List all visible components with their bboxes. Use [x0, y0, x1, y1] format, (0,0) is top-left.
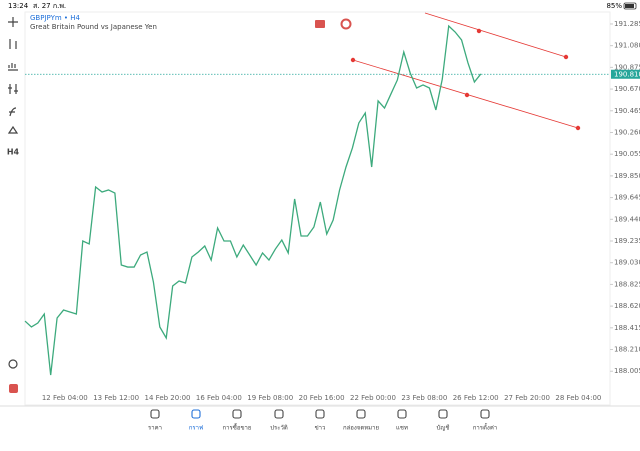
trendline-anchor[interactable]	[476, 28, 482, 34]
current-price-box	[611, 69, 640, 79]
x-tick-label: 12 Feb 04:00	[42, 394, 88, 402]
nav-icon	[397, 409, 407, 419]
trendline-anchor[interactable]	[563, 54, 569, 60]
y-tick-label: 189.850	[614, 172, 640, 180]
y-tick-label: 190.055	[614, 150, 640, 158]
x-tick-label: 22 Feb 00:00	[350, 394, 396, 402]
symbol[interactable]: GBPJPYm • H4	[30, 14, 81, 22]
nav-label: บัญชี	[437, 424, 450, 432]
x-tick-label: 19 Feb 08:00	[247, 394, 293, 402]
nav-label: การตั้งค่า	[473, 422, 497, 432]
y-tick-label: 188.415	[614, 324, 640, 332]
nav-item[interactable]: ข่าว	[315, 409, 326, 432]
app-tool[interactable]	[9, 384, 18, 393]
battery-icon	[623, 2, 637, 10]
y-tick-label: 191.080	[614, 42, 640, 50]
nav-icon	[274, 409, 284, 419]
x-tick-label: 16 Feb 04:00	[196, 394, 242, 402]
y-tick-label: 188.620	[614, 302, 640, 310]
nav-item[interactable]: แชท	[396, 409, 408, 432]
price-line	[24, 24, 482, 376]
nav-icon	[315, 409, 325, 419]
trendline[interactable]	[424, 12, 567, 58]
trade-button[interactable]	[315, 20, 325, 28]
y-tick-label: 188.210	[614, 346, 640, 354]
indicator-button[interactable]	[340, 18, 352, 30]
x-tick-label: 13 Feb 12:00	[93, 394, 139, 402]
y-tick-label: 189.645	[614, 194, 640, 202]
nav-icon	[150, 409, 160, 419]
x-tick-label: 26 Feb 12:00	[453, 394, 499, 402]
nav-label: ราคา	[148, 425, 162, 432]
y-tick-label: 190.670	[614, 85, 640, 93]
objects-tool[interactable]	[7, 125, 19, 134]
trendline-anchor[interactable]	[575, 125, 581, 131]
nav-item[interactable]: การซื้อขาย	[223, 409, 252, 432]
current-price-label: 190.810	[614, 70, 640, 78]
status-date: ส. 27 ก.พ.	[33, 2, 66, 10]
nav-icon	[356, 409, 366, 419]
left-toolbar	[7, 17, 19, 393]
y-tick-label: 190.465	[614, 107, 640, 115]
nav-item[interactable]: ราคา	[148, 409, 162, 432]
crosshair-tool[interactable]	[8, 17, 18, 27]
y-tick-label: 190.875	[614, 63, 640, 71]
y-tick-label: 188.825	[614, 280, 640, 288]
indicators-tool[interactable]	[8, 63, 18, 71]
symbol-description: Great Britain Pound vs Japanese Yen	[30, 23, 157, 31]
nav-label: แชท	[396, 425, 408, 432]
battery-level	[625, 4, 634, 8]
x-tick-label: 23 Feb 08:00	[401, 394, 447, 402]
x-tick-label: 27 Feb 20:00	[504, 394, 550, 402]
y-tick-label: 190.260	[614, 128, 640, 136]
y-tick-label: 189.235	[614, 237, 640, 245]
y-tick-label: 188.005	[614, 367, 640, 375]
y-tick-label: 191.285	[614, 20, 640, 28]
nav-item[interactable]: กล่องจดหมาย	[343, 409, 379, 432]
nav-label: กล่องจดหมาย	[343, 425, 379, 432]
y-tick-label: 189.440	[614, 215, 640, 223]
x-tick-label: 20 Feb 16:00	[299, 394, 345, 402]
nav-icon	[480, 409, 490, 419]
status-time: 13:24	[8, 2, 29, 10]
nav-item[interactable]: บัญชี	[437, 409, 450, 432]
status-battery: 85%	[606, 2, 622, 10]
trendline-anchor[interactable]	[350, 57, 356, 63]
trendline-anchor[interactable]	[464, 92, 470, 98]
chart-type-tool[interactable]	[9, 39, 17, 49]
nav-icon	[438, 409, 448, 419]
function-tool[interactable]	[9, 107, 17, 117]
zoom-tool[interactable]	[8, 359, 18, 369]
nav-label: การซื้อขาย	[223, 422, 252, 432]
plot-frame	[24, 11, 611, 406]
nav-icon	[191, 409, 201, 419]
nav-label: ข่าว	[315, 425, 326, 432]
trendlines	[350, 12, 581, 131]
nav-item[interactable]: ประวัติ	[270, 409, 288, 432]
nav-label: ประวัติ	[270, 425, 288, 432]
nav-item[interactable]: กราฟ	[189, 409, 203, 432]
x-tick-label: 14 Feb 20:00	[145, 394, 191, 402]
timeframe[interactable]: H4	[7, 148, 20, 157]
settings-tool[interactable]	[8, 84, 18, 94]
y-tick-label: 189.030	[614, 259, 640, 267]
x-tick-label: 28 Feb 04:00	[555, 394, 601, 402]
nav-item[interactable]: การตั้งค่า	[473, 409, 497, 432]
nav-icon	[232, 409, 242, 419]
nav-label: กราฟ	[189, 425, 203, 432]
